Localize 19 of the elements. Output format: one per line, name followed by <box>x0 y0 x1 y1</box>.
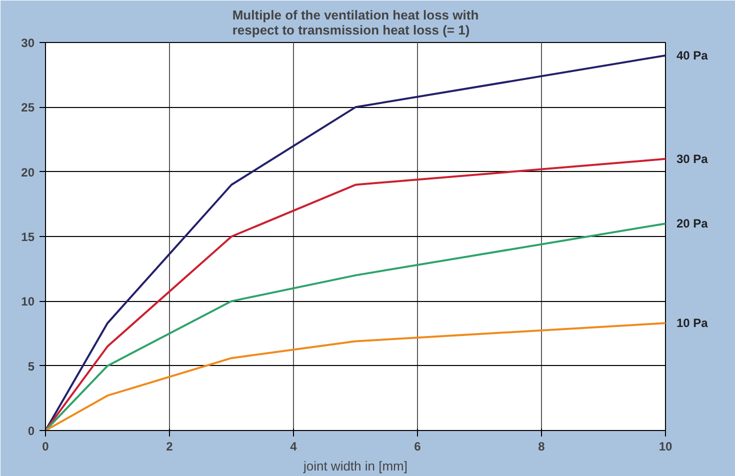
series-label: 20 Pa <box>676 216 708 231</box>
y-tick-label: 25 <box>21 100 35 115</box>
series-label: 10 Pa <box>676 316 708 330</box>
y-tick-label: 0 <box>28 424 35 438</box>
x-axis-title: joint width in [mm] <box>302 458 408 474</box>
y-tick-label: 20 <box>21 165 35 180</box>
x-tick-label: 0 <box>42 440 50 454</box>
x-tick-label: 8 <box>538 440 546 454</box>
x-tick-label: 4 <box>290 440 298 454</box>
chart-title: Multiple of the ventilation heat loss with respect to transmission heat loss (= 1) <box>232 8 479 38</box>
y-tick-label: 15 <box>21 230 35 244</box>
y-tick-label: 5 <box>28 359 35 374</box>
y-tick-label: 30 <box>21 36 35 50</box>
y-tick-label: 10 <box>21 294 35 309</box>
x-tick-label: 2 <box>166 440 174 454</box>
series-label: 30 Pa <box>676 152 708 166</box>
series-label: 40 Pa <box>676 48 708 62</box>
x-tick-label: 6 <box>414 440 422 454</box>
x-tick-label: 10 <box>658 440 672 454</box>
